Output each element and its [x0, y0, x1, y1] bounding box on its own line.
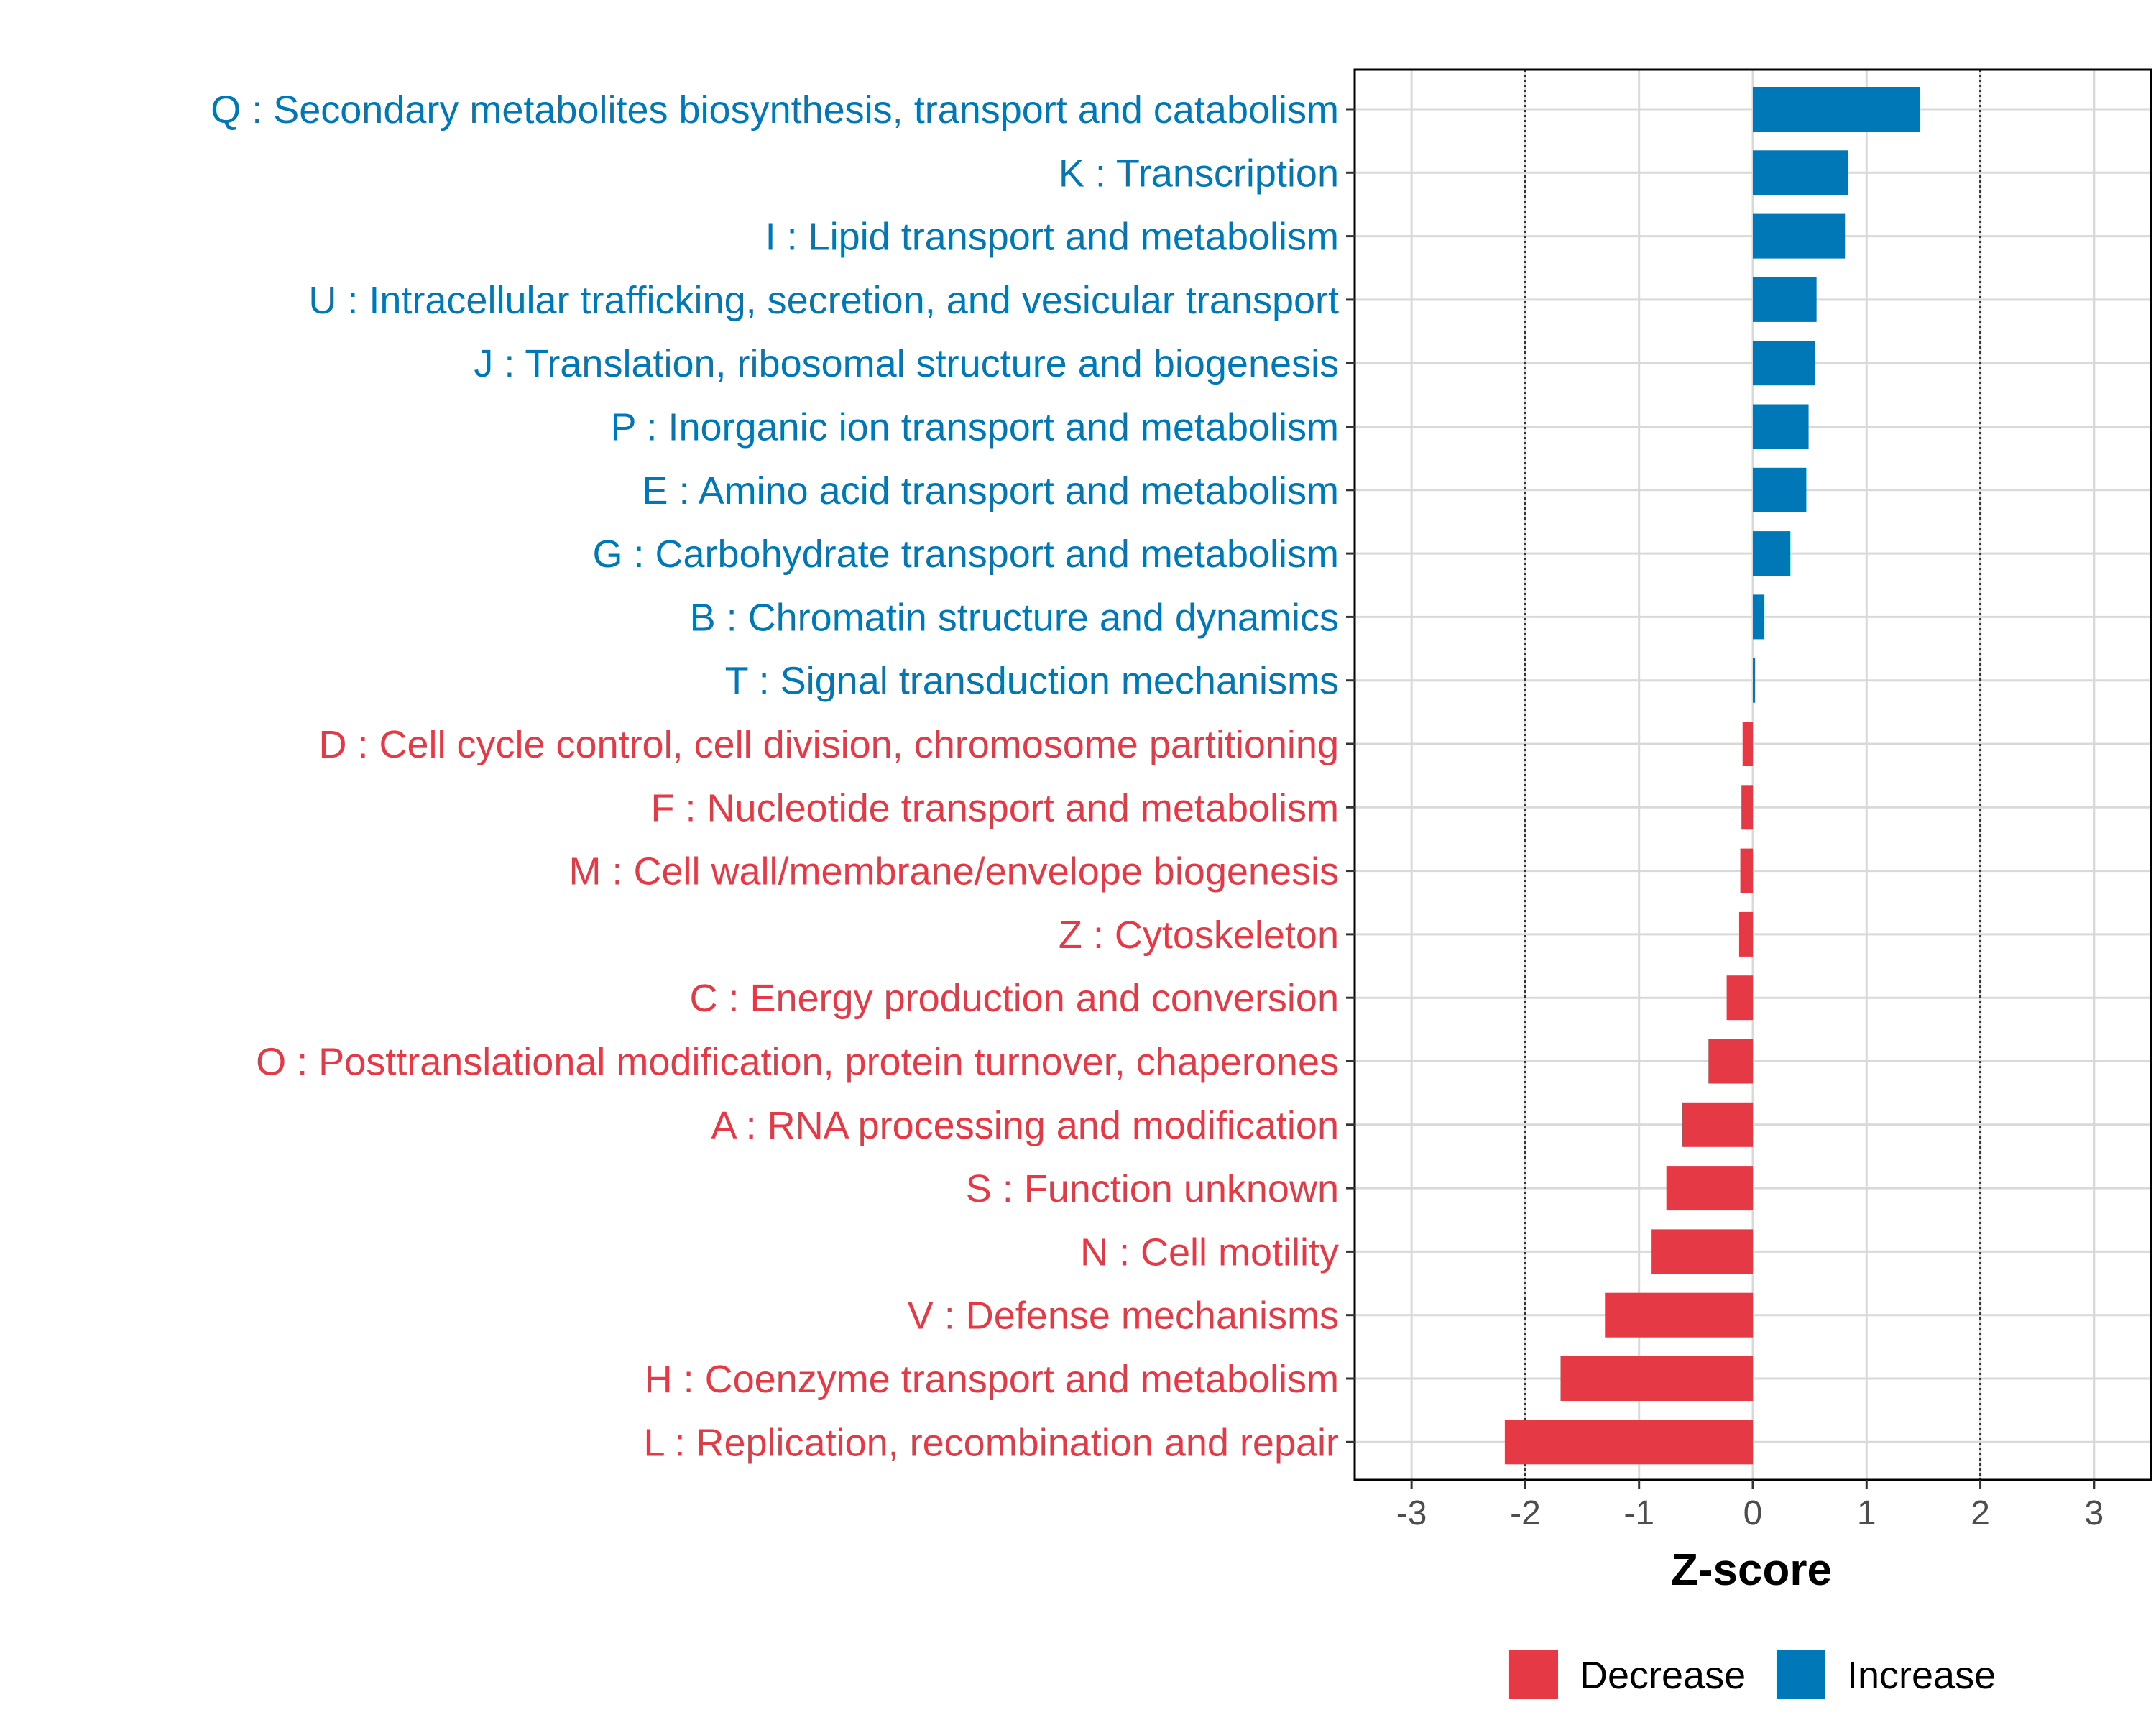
legend-swatch	[1509, 1650, 1558, 1699]
x-ticks: -3 -2 -1 0 1 2 3	[1396, 1480, 2104, 1532]
legend-label: Increase	[1847, 1654, 1996, 1697]
legend: Decrease Increase	[1509, 1650, 1996, 1699]
bar	[1666, 1166, 1753, 1211]
bar	[1753, 467, 1807, 512]
category-label: Z : Cytoskeleton	[1059, 914, 1339, 957]
legend-item: Increase	[1777, 1650, 1996, 1699]
category-label: U : Intracellular trafficking, secretion…	[308, 279, 1339, 322]
x-axis-title: Z-score	[1671, 1545, 1832, 1595]
category-label: T : Signal transduction mechanisms	[725, 660, 1339, 703]
category-label: E : Amino acid transport and metabolism	[642, 469, 1339, 512]
bar	[1739, 911, 1753, 957]
bar	[1504, 1420, 1753, 1465]
category-label: L : Replication, recombination and repai…	[643, 1421, 1339, 1464]
x-tick-label: -2	[1510, 1494, 1541, 1532]
category-label: A : RNA processing and modification	[711, 1104, 1339, 1147]
bar	[1753, 150, 1848, 196]
bar	[1753, 594, 1764, 640]
category-label: D : Cell cycle control, cell division, c…	[318, 723, 1339, 766]
bar	[1682, 1102, 1753, 1147]
category-label: J : Translation, ribosomal structure and…	[474, 342, 1339, 385]
category-label: Q : Secondary metabolites biosynthesis, …	[211, 88, 1339, 132]
category-label: G : Carbohydrate transport and metabolis…	[593, 533, 1340, 576]
legend-item: Decrease	[1509, 1650, 1746, 1699]
bar	[1753, 404, 1809, 449]
x-tick-label: 3	[2085, 1494, 2104, 1532]
bar	[1753, 531, 1791, 576]
x-tick-label: 2	[1971, 1494, 1990, 1532]
x-tick-label: 0	[1743, 1494, 1763, 1532]
legend-swatch	[1777, 1650, 1825, 1699]
bar	[1740, 848, 1753, 893]
bar	[1742, 722, 1753, 766]
bar	[1605, 1292, 1753, 1338]
bar	[1651, 1229, 1753, 1274]
bar	[1753, 658, 1756, 703]
category-label: H : Coenzyme transport and metabolism	[645, 1358, 1339, 1401]
bar	[1708, 1039, 1753, 1084]
bar	[1726, 975, 1753, 1021]
category-label: S : Function unknown	[966, 1167, 1339, 1210]
category-label: C : Energy production and conversion	[689, 977, 1339, 1020]
bar	[1753, 277, 1817, 322]
category-label: V : Defense mechanisms	[908, 1294, 1339, 1338]
category-label: B : Chromatin structure and dynamics	[690, 596, 1339, 639]
category-labels: Q : Secondary metabolites biosynthesis, …	[211, 88, 1339, 1464]
x-tick-label: 1	[1857, 1494, 1876, 1532]
bar	[1753, 341, 1816, 386]
category-label: I : Lipid transport and metabolism	[765, 216, 1339, 259]
category-label: O : Posttranslational modification, prot…	[256, 1041, 1339, 1084]
category-label: K : Transcription	[1059, 152, 1339, 195]
bars	[1504, 87, 1920, 1465]
category-label: F : Nucleotide transport and metabolism	[651, 786, 1339, 829]
x-tick-label: -1	[1623, 1494, 1654, 1532]
category-label: M : Cell wall/membrane/envelope biogenes…	[568, 850, 1339, 893]
reference-lines	[1524, 70, 1982, 1480]
x-tick-label: -3	[1396, 1494, 1427, 1532]
bar	[1741, 785, 1753, 830]
category-label: P : Inorganic ion transport and metaboli…	[610, 406, 1339, 449]
bar	[1560, 1356, 1753, 1401]
legend-label: Decrease	[1580, 1654, 1746, 1697]
bar	[1753, 213, 1846, 259]
bar	[1753, 87, 1920, 132]
y-ticks	[1346, 108, 1355, 1443]
category-label: N : Cell motility	[1080, 1230, 1339, 1274]
